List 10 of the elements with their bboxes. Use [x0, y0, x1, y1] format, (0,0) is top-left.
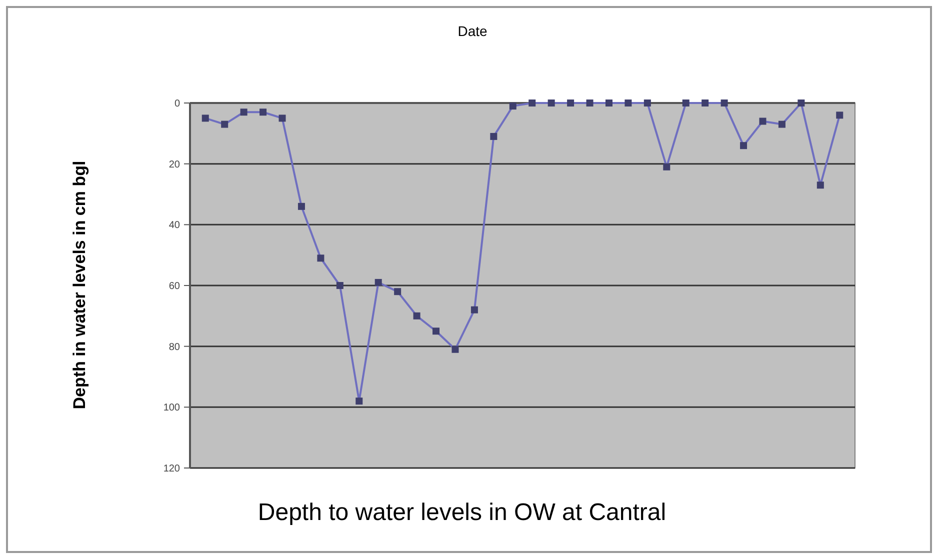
y-tick-label: 40 [168, 220, 180, 232]
x-axis-title: Date [458, 23, 488, 39]
y-tick-label: 0 [174, 98, 180, 110]
y-axis-title: Depth in water levels in cm bgl [69, 160, 90, 412]
y-tick-label: 60 [168, 281, 180, 292]
text: Depth to water levels in OW at Cantral [258, 499, 666, 526]
y-tick-label: 120 [163, 464, 180, 474]
y-tick-label: 100 [163, 402, 180, 414]
y-tick-label: 20 [168, 159, 180, 170]
y-tick-label: 80 [168, 342, 180, 353]
